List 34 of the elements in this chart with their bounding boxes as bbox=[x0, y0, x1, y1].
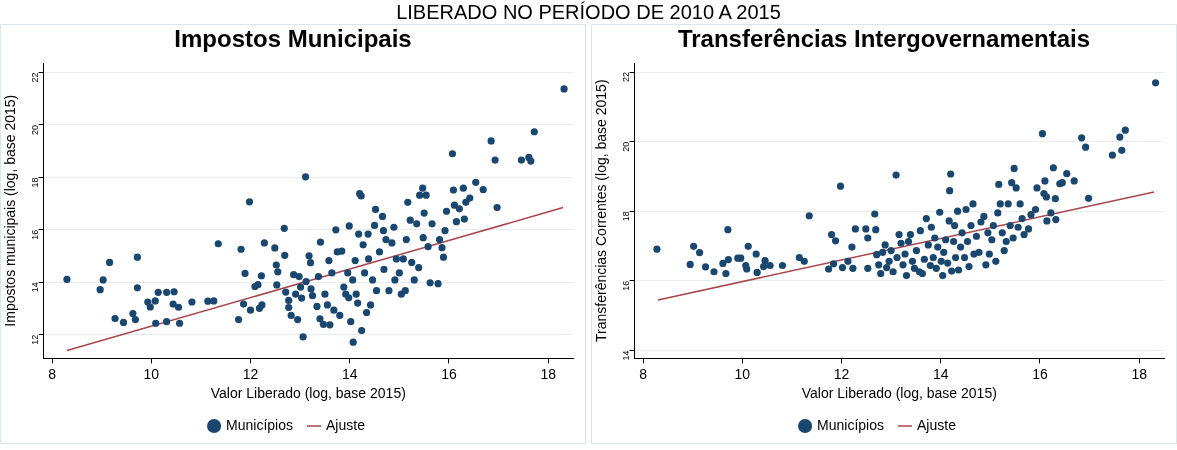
x-tick-label: 12 bbox=[242, 365, 259, 382]
legend-label: Ajuste bbox=[326, 416, 366, 433]
x-tick-label: 16 bbox=[441, 365, 457, 382]
y-tick-label: 20 bbox=[621, 141, 632, 152]
x-tick-label: 10 bbox=[734, 365, 751, 382]
chart-title: Transferências Intergovernamentais bbox=[676, 25, 1092, 53]
y-tick-label: 14 bbox=[30, 282, 41, 293]
text: LIBERADO NO PERÍODO DE 2010 A 2015 bbox=[395, 0, 782, 24]
x-tick-label: 12 bbox=[833, 365, 850, 382]
x-tick-label: 18 bbox=[1131, 365, 1148, 382]
y-tick-label: 20 bbox=[30, 124, 41, 135]
legend-label: Ajuste bbox=[917, 416, 957, 433]
y-tick-label: 18 bbox=[30, 177, 41, 188]
x-tick-label: 10 bbox=[143, 365, 160, 382]
x-axis-title: Valor Liberado (log, base 2015) bbox=[210, 385, 406, 402]
x-tick-label: 8 bbox=[639, 365, 648, 382]
x-tick-label: 8 bbox=[48, 365, 57, 382]
y-tick-label: 18 bbox=[621, 211, 632, 222]
x-tick-label: 18 bbox=[540, 365, 557, 382]
x-tick-label: 14 bbox=[341, 365, 358, 382]
x-axis-title: Valor Liberado (log, base 2015) bbox=[801, 385, 997, 402]
y-tick-label: 16 bbox=[621, 280, 632, 291]
x-tick-label: 14 bbox=[932, 365, 949, 382]
legend-label: Municípios bbox=[226, 416, 294, 433]
chart-title: Impostos Municipais bbox=[173, 25, 413, 53]
y-tick-label: 22 bbox=[30, 72, 41, 83]
y-axis-title: Transferências Correntes (log, base 2015) bbox=[593, 79, 610, 342]
y-tick-label: 14 bbox=[621, 350, 632, 361]
y-tick-label: 16 bbox=[30, 229, 41, 240]
x-tick-label: 16 bbox=[1032, 365, 1048, 382]
y-tick-label: 12 bbox=[30, 334, 41, 345]
y-tick-label: 22 bbox=[621, 72, 632, 83]
legend-label: Municípios bbox=[817, 416, 885, 433]
y-axis-title: Impostos municipais (log, base 2015) bbox=[2, 94, 19, 327]
